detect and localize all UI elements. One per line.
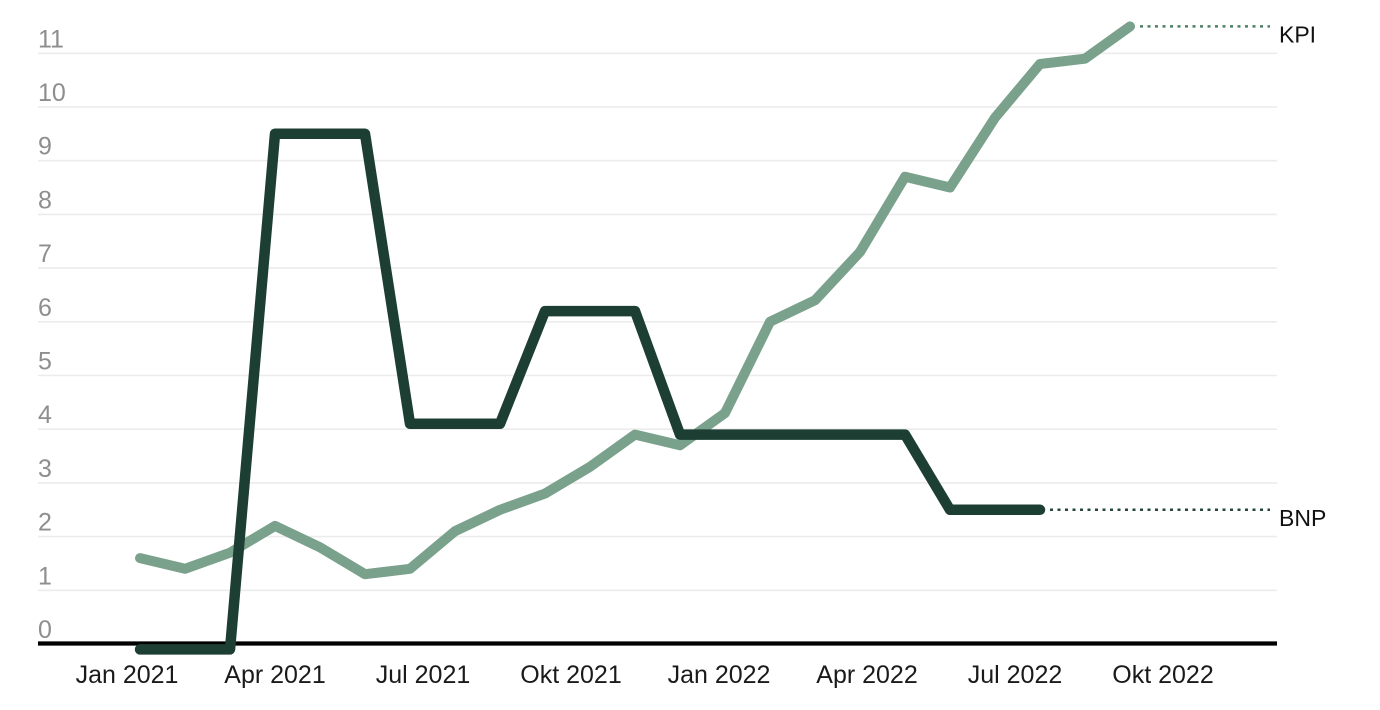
y-axis-tick-label: 5 <box>38 348 52 376</box>
y-axis-tick-label: 10 <box>38 79 66 107</box>
y-axis-tick-label: 0 <box>38 616 52 644</box>
x-axis-tick-label: Jan 2022 <box>668 661 771 689</box>
y-axis-tick-label: 1 <box>38 562 52 590</box>
y-axis-tick-label: 9 <box>38 133 52 161</box>
y-axis-tick-label: 11 <box>38 25 64 53</box>
kpi-series-label: KPI <box>1279 21 1316 47</box>
bnp-series-label: BNP <box>1279 505 1326 531</box>
x-axis-tick-label: Apr 2022 <box>816 661 917 689</box>
y-axis-tick-label: 7 <box>38 240 52 268</box>
x-axis-tick-label: Okt 2022 <box>1112 661 1213 689</box>
y-axis-tick-label: 8 <box>38 186 52 214</box>
kpi-series-line <box>135 21 1135 580</box>
x-axis-tick-label: Jan 2021 <box>76 661 179 689</box>
x-axis-tick-label: Okt 2021 <box>520 661 621 689</box>
y-axis-tick-label: 2 <box>38 509 52 537</box>
y-axis-tick-label: 6 <box>38 294 52 322</box>
x-axis-tick-label: Apr 2021 <box>224 661 325 689</box>
y-axis-tick-label: 4 <box>38 401 52 429</box>
y-axis-tick-label: 3 <box>38 455 52 483</box>
x-axis-tick-label: Jul 2021 <box>376 661 471 689</box>
x-axis-tick-label: Jul 2022 <box>968 661 1063 689</box>
bnp-series-line <box>134 128 1046 655</box>
